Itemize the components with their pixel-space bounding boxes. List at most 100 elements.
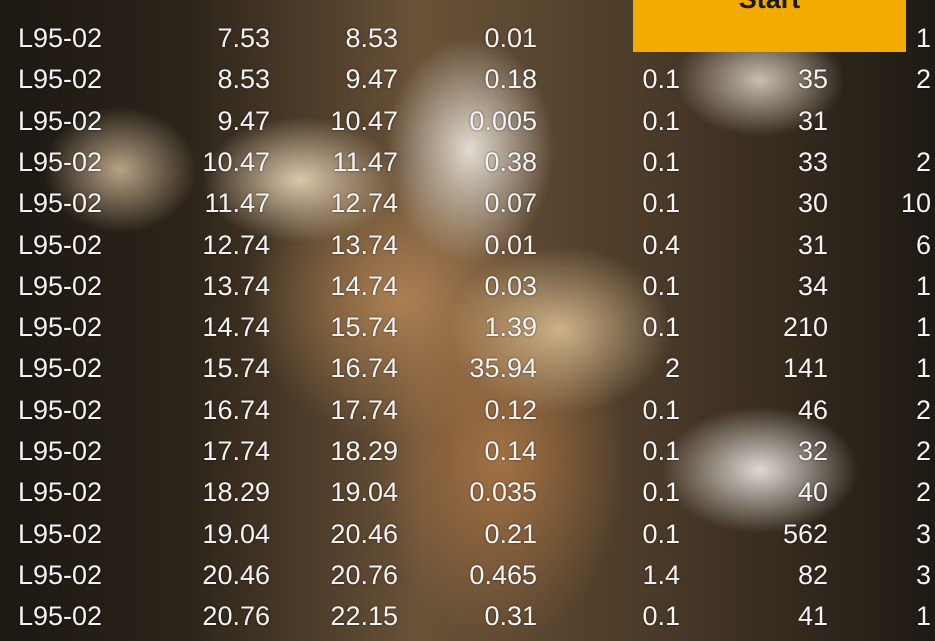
table-cell: 17.74	[202, 435, 270, 467]
body: {"button": {"label": "Start"}, "table": …	[0, 0, 935, 641]
table-cell: 0.1	[642, 600, 680, 632]
table-cell: 0.1	[642, 63, 680, 95]
table-cell: 11.47	[332, 146, 398, 178]
table-cell: 20.46	[330, 518, 398, 550]
hole-id: L95-02	[18, 105, 102, 137]
hole-id: L95-02	[18, 22, 102, 54]
table-cell: 0.38	[484, 146, 537, 178]
table-cell: 8.53	[345, 22, 398, 54]
table-cell: 3	[916, 518, 931, 550]
table-cell: 14.74	[202, 311, 270, 343]
table-cell: 0.1	[642, 146, 680, 178]
table-cell: 16.74	[330, 352, 398, 384]
table-cell: 6	[916, 229, 931, 261]
page: html, body { margin: 0; padding: 0; } bo…	[0, 0, 935, 641]
table-cell: 0.21	[484, 518, 537, 550]
table-cell: 0.03	[484, 270, 537, 302]
table-cell: 1	[916, 352, 931, 384]
table-cell: 18.29	[202, 476, 270, 508]
table-cell: 0.1	[642, 518, 680, 550]
table-cell: 1	[916, 22, 931, 54]
table-cell: 0.1	[642, 270, 680, 302]
table-cell: 0.1	[642, 476, 680, 508]
hole-id: L95-02	[18, 394, 102, 426]
table-cell: 0.1	[642, 435, 680, 467]
table-cell: 1.4	[642, 559, 680, 591]
table-cell: 0.4	[642, 229, 680, 261]
table-cell: 2	[916, 435, 931, 467]
table-cell: 2	[916, 146, 931, 178]
table-cell: 0.01	[484, 229, 537, 261]
table-cell: 33	[798, 146, 828, 178]
table-cell: 10.47	[202, 146, 270, 178]
hole-id: L95-02	[18, 352, 102, 384]
table-cell: 13.74	[330, 229, 398, 261]
table-cell: 41	[798, 600, 828, 632]
table-cell: 20.76	[202, 600, 270, 632]
table-cell: 10.47	[330, 105, 398, 137]
table-cell: 2	[916, 63, 931, 95]
table-cell: 15.74	[202, 352, 270, 384]
table-cell: 0.14	[484, 435, 537, 467]
table-cell: 15.74	[330, 311, 398, 343]
table-cell: 210	[783, 311, 828, 343]
table-cell: 141	[783, 352, 828, 384]
hole-id: L95-02	[18, 600, 102, 632]
table-cell: 12.74	[202, 229, 270, 261]
table-cell: 14.74	[330, 270, 398, 302]
hole-id: L95-02	[18, 187, 102, 219]
hole-id: L95-02	[18, 63, 102, 95]
table-cell: 7.53	[217, 22, 270, 54]
hole-id: L95-02	[18, 435, 102, 467]
table-cell: 35.94	[469, 352, 537, 384]
hole-id: L95-02	[18, 476, 102, 508]
table-cell: 20.46	[202, 559, 270, 591]
table-cell: 17.74	[330, 394, 398, 426]
hole-id: L95-02	[18, 229, 102, 261]
table-cell: 2	[916, 394, 931, 426]
table-cell: 0.1	[642, 187, 680, 219]
screen: L95-027.538.530.011L95-028.539.470.180.1…	[0, 0, 935, 641]
table-cell: 0.07	[484, 187, 537, 219]
table-cell: 16.74	[202, 394, 270, 426]
table-cell: 8.53	[217, 63, 270, 95]
table-cell: 0.31	[484, 600, 537, 632]
table-cell: 12.74	[330, 187, 398, 219]
table-cell: 46	[798, 394, 828, 426]
table-cell: 18.29	[330, 435, 398, 467]
hole-id: L95-02	[18, 270, 102, 302]
table-cell: 1	[916, 600, 931, 632]
table-cell: 35	[798, 63, 828, 95]
start-button[interactable]: Start	[633, 0, 906, 52]
table-cell: 0.12	[484, 394, 537, 426]
table-cell: 2	[665, 352, 680, 384]
table-cell: 9.47	[217, 105, 270, 137]
table-cell: 10	[901, 187, 931, 219]
table-cell: 30	[798, 187, 828, 219]
table-cell: 0.1	[642, 105, 680, 137]
table-cell: 0.1	[642, 311, 680, 343]
hole-id: L95-02	[18, 559, 102, 591]
table-cell: 3	[916, 559, 931, 591]
table-cell: 1	[916, 270, 931, 302]
table-cell: 82	[798, 559, 828, 591]
table-cell: 562	[783, 518, 828, 550]
table-cell: 0.1	[642, 394, 680, 426]
table-cell: 20.76	[330, 559, 398, 591]
hole-id: L95-02	[18, 518, 102, 550]
table-cell: 32	[798, 435, 828, 467]
hole-id: L95-02	[18, 311, 102, 343]
hole-id: L95-02	[18, 146, 102, 178]
table-cell: 0.035	[469, 476, 537, 508]
table-cell: 11.47	[204, 187, 270, 219]
table-cell: 19.04	[330, 476, 398, 508]
table-cell: 31	[798, 105, 828, 137]
start-label[interactable]: Start	[739, 0, 801, 15]
table-cell: 40	[798, 476, 828, 508]
table-cell: 1	[916, 311, 931, 343]
table-cell: 22.15	[330, 600, 398, 632]
table-cell: 0.005	[469, 105, 537, 137]
table-cell: 13.74	[202, 270, 270, 302]
table-cell: 31	[798, 229, 828, 261]
table-cell: 9.47	[345, 63, 398, 95]
